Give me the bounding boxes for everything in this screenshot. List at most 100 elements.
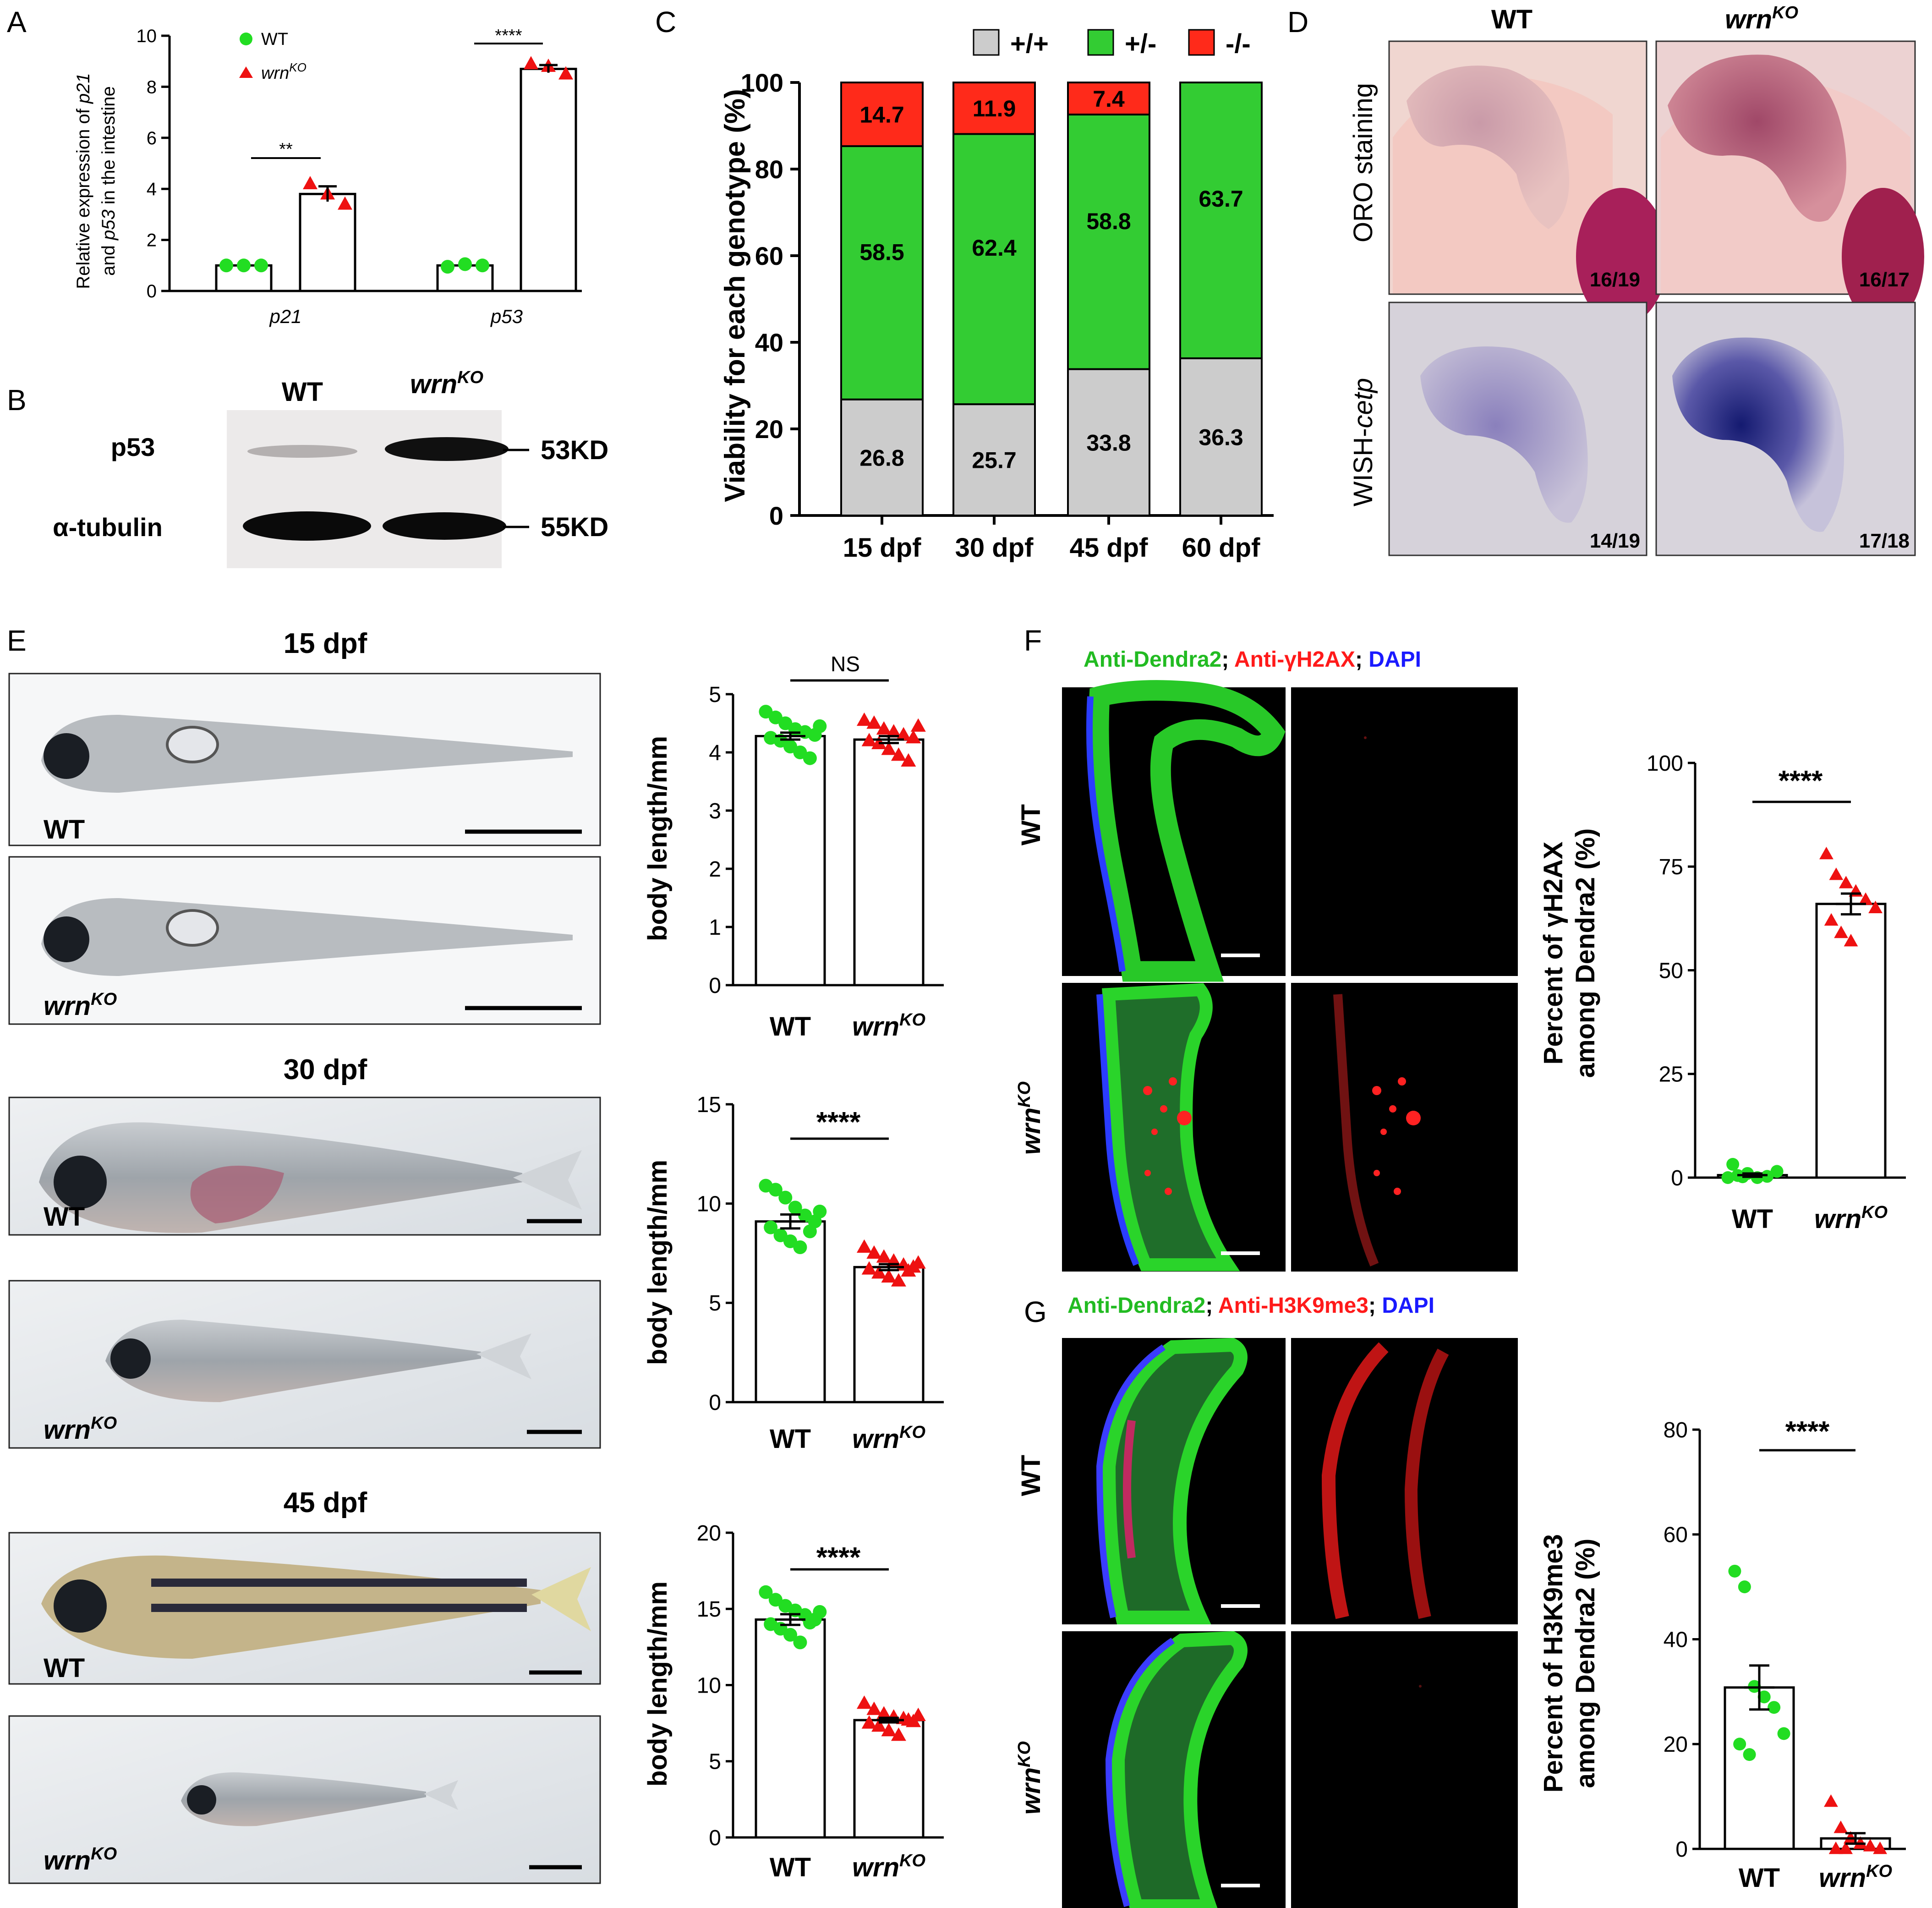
significance-label: ****	[495, 26, 522, 45]
stacked-bar-segment	[1179, 357, 1263, 517]
fish-15-wt-label: WT	[44, 815, 85, 844]
y-tick-label: 0	[709, 974, 721, 998]
data-point-ko	[1839, 876, 1853, 888]
fish-15-wt-photo	[8, 673, 601, 846]
tubulin-band-wt	[243, 511, 371, 541]
ylabel-a-line2-pre: and	[99, 240, 119, 276]
y-tick-label: 0	[147, 281, 157, 302]
y-tick-label: 100	[1647, 751, 1683, 776]
y-tick-label: 2	[147, 230, 157, 251]
data-point-wt	[1757, 1690, 1771, 1704]
data-point-ko	[871, 1265, 887, 1279]
data-point-wt	[778, 1190, 793, 1205]
data-point-ko	[1828, 1841, 1843, 1854]
f-wt-merge-image	[1062, 680, 1286, 982]
f-title: Anti-Dendra2; Anti-γH2AX; DAPI	[1084, 647, 1421, 672]
data-point-wt	[788, 1201, 802, 1215]
data-point-wt	[237, 258, 251, 273]
e3-x-ko: wrnKO	[852, 1851, 925, 1882]
stacked-bar-segment	[952, 403, 1036, 517]
blot-row-p53: p53	[111, 433, 155, 461]
e-stage-30: 30 dpf	[284, 1054, 367, 1086]
data-point-wt	[1770, 1165, 1784, 1178]
p53-band-wt	[247, 445, 357, 458]
y-tick-label: 4	[709, 741, 721, 765]
data-point-wt	[768, 1593, 783, 1607]
x-tick-label: 45 dpf	[1070, 533, 1148, 563]
blot-wt-label: WT	[282, 377, 323, 407]
bar-ko	[1815, 903, 1887, 1179]
data-label: 62.4	[972, 235, 1017, 261]
data-label: 7.4	[1093, 86, 1125, 112]
ylabel-a-line1-gene: p21	[73, 73, 93, 104]
bar-wt	[755, 735, 826, 987]
data-point-ko	[1834, 925, 1848, 938]
data-point-ko	[856, 1239, 872, 1253]
data-point-ko	[856, 712, 872, 726]
svg-text:and p53 in the intestine: and p53 in the intestine	[99, 86, 119, 276]
data-label: 25.7	[972, 448, 1016, 473]
legend-c-wt-swatch	[973, 29, 1000, 56]
d-ratio-3: 14/19	[1590, 530, 1640, 552]
significance-label: **	[279, 140, 293, 159]
d-row-wish: WISH-cetp	[1348, 378, 1378, 506]
data-label: 63.7	[1199, 186, 1243, 212]
data-point-ko	[558, 66, 573, 80]
data-point-ko	[906, 730, 921, 744]
y-tick-label: 5	[709, 683, 721, 707]
f-wt-red-image	[1291, 687, 1518, 976]
data-point-ko	[1839, 1841, 1853, 1854]
data-point-wt	[441, 260, 454, 274]
bar-ko	[853, 1266, 925, 1404]
size-label-53kd: 53KD	[541, 435, 608, 465]
data-point-wt	[813, 1605, 827, 1619]
y-tick-label: 15	[697, 1597, 721, 1622]
y-tick-label: 8	[147, 77, 157, 97]
y-tick-label: 60	[755, 241, 783, 270]
e1-x-ko: wrnKO	[852, 1010, 925, 1042]
panel-e: E 15 dpf 30 dpf 45 dpf WT wrnKO	[7, 624, 944, 1884]
f-ko-red-image	[1291, 983, 1518, 1272]
y-tick-label: 10	[137, 26, 157, 46]
g-title: Anti-Dendra2; Anti-H3K9me3; DAPI	[1067, 1294, 1434, 1318]
data-point-ko	[910, 1707, 926, 1721]
data-point-wt	[1761, 1170, 1774, 1183]
f-x-wt: WT	[1732, 1204, 1773, 1234]
g-x-ko: wrnKO	[1819, 1862, 1892, 1893]
f-sig: ****	[1779, 765, 1823, 797]
g-ylabel-1: Percent of H3K9me3	[1538, 1534, 1568, 1793]
panel-letter-b: B	[7, 384, 27, 417]
svg-text:Relative expression of p21: Relative expression of p21	[73, 73, 93, 289]
f-x-ko: wrnKO	[1814, 1203, 1888, 1234]
f-row-wt: WT	[1016, 804, 1046, 845]
e3-ylabel: body length/mm	[643, 1581, 673, 1787]
data-point-ko	[876, 1706, 892, 1720]
f-ko-merge-image	[1062, 983, 1286, 1272]
data-point-wt	[783, 1628, 797, 1642]
fish-45-ko-label: wrnKO	[44, 1844, 117, 1875]
bar-ko	[853, 1719, 925, 1839]
y-tick-label: 10	[697, 1673, 721, 1698]
data-point-ko	[886, 724, 902, 738]
data-point-ko	[891, 1273, 906, 1287]
y-tick-label: 15	[697, 1093, 721, 1117]
data-point-wt	[254, 258, 268, 273]
legend-c-hom-label: -/-	[1226, 29, 1251, 59]
data-label: 11.9	[973, 96, 1016, 121]
data-label: 58.8	[1086, 208, 1131, 234]
data-point-wt	[1777, 1727, 1790, 1740]
y-tick-label: 25	[1659, 1063, 1683, 1087]
panel-f: F Anti-Dendra2; Anti-γH2AX; DAPI WT wrnK…	[1015, 624, 1906, 1272]
oro-wt-image	[1388, 40, 1668, 325]
panel-a-ylabel: Relative expression of p21 and p53 in th…	[73, 73, 119, 289]
y-tick-label: 80	[1664, 1418, 1688, 1442]
data-point-wt	[219, 258, 233, 273]
e1-ylabel: body length/mm	[643, 736, 673, 941]
f-ylabel-1: Percent of γH2AX	[1538, 841, 1568, 1064]
blot-row-tubulin: α-tubulin	[53, 513, 163, 542]
y-tick-label: 1	[709, 916, 721, 940]
x-tick-label: 15 dpf	[843, 533, 921, 563]
e3-x-wt: WT	[770, 1853, 811, 1882]
f-title-blue: DAPI	[1368, 647, 1421, 672]
